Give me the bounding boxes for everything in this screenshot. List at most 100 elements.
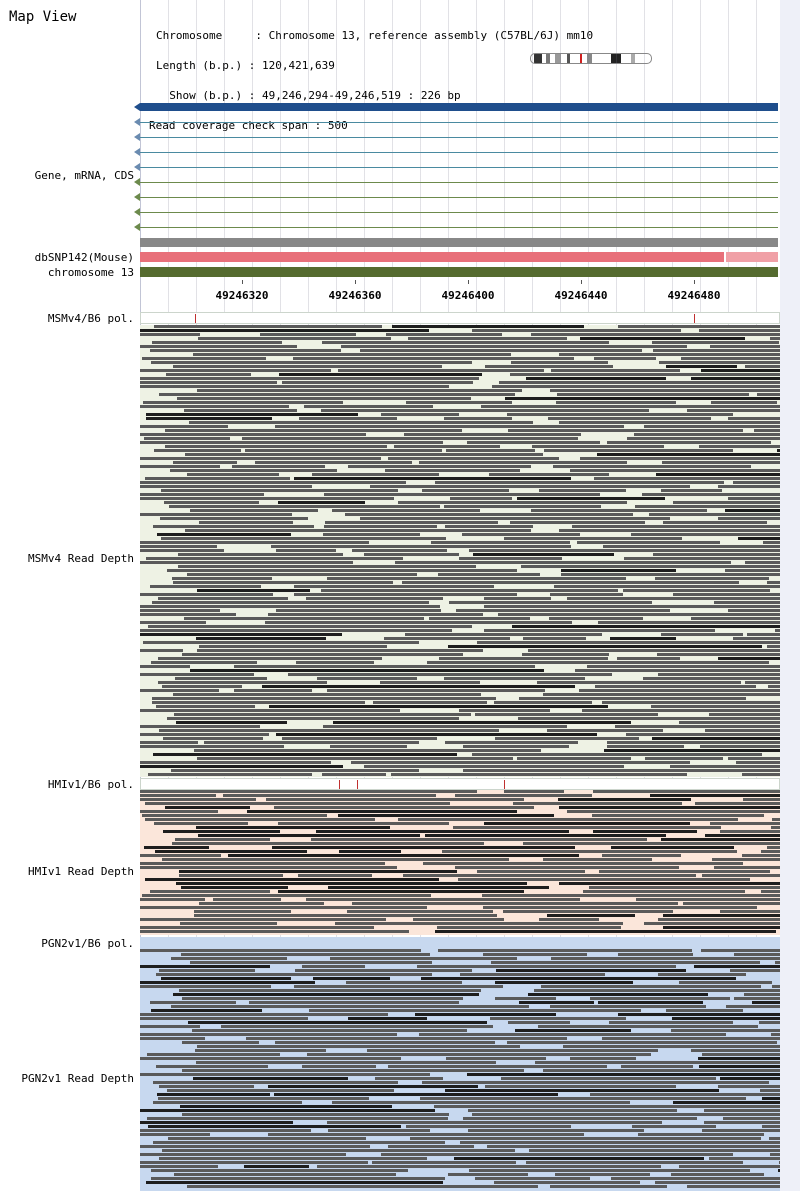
sequence-read[interactable] (679, 721, 780, 724)
sequence-read[interactable] (771, 826, 780, 829)
sequence-read[interactable] (683, 902, 780, 905)
sequence-read[interactable] (467, 441, 600, 444)
sequence-read[interactable] (347, 910, 493, 913)
sequence-read[interactable] (268, 1085, 478, 1088)
sequence-read[interactable] (770, 337, 780, 340)
sequence-read[interactable] (148, 773, 312, 776)
sequence-read[interactable] (177, 397, 471, 400)
sequence-read[interactable] (360, 517, 670, 520)
sequence-read[interactable] (158, 657, 382, 660)
sequence-read[interactable] (306, 597, 443, 600)
sequence-read[interactable] (391, 773, 687, 776)
sequence-read[interactable] (435, 481, 724, 484)
sequence-read[interactable] (472, 1113, 780, 1116)
sequence-read[interactable] (644, 425, 780, 428)
sequence-read[interactable] (556, 401, 676, 404)
hmi-read-depth-panel[interactable] (140, 790, 780, 935)
sequence-read[interactable] (539, 489, 626, 492)
sequence-read[interactable] (632, 1125, 716, 1128)
sequence-read[interactable] (496, 969, 686, 972)
sequence-read[interactable] (687, 409, 780, 412)
sequence-read[interactable] (580, 337, 745, 340)
sequence-read[interactable] (550, 1185, 667, 1188)
sequence-read[interactable] (159, 393, 515, 396)
sequence-read[interactable] (541, 985, 761, 988)
sequence-read[interactable] (463, 1117, 697, 1120)
sequence-read[interactable] (321, 589, 618, 592)
sequence-read[interactable] (194, 910, 291, 913)
sequence-read[interactable] (140, 425, 228, 428)
sequence-read[interactable] (140, 513, 292, 516)
sequence-read[interactable] (720, 830, 780, 833)
sequence-read[interactable] (594, 357, 656, 360)
sequence-read[interactable] (752, 1001, 780, 1004)
sequence-read[interactable] (188, 1021, 487, 1024)
sequence-read[interactable] (140, 898, 205, 901)
sequence-read[interactable] (269, 705, 608, 708)
sequence-read[interactable] (434, 1105, 780, 1108)
sequence-read[interactable] (140, 609, 220, 612)
chromosome-ideogram[interactable] (530, 53, 652, 64)
sequence-read[interactable] (266, 798, 524, 801)
sequence-read[interactable] (604, 749, 780, 752)
sequence-read[interactable] (173, 993, 479, 996)
sequence-read[interactable] (140, 1153, 346, 1156)
sequence-read[interactable] (777, 449, 780, 452)
sequence-read[interactable] (140, 545, 217, 548)
sequence-read[interactable] (551, 957, 780, 960)
sequence-read[interactable] (338, 369, 544, 372)
sequence-read[interactable] (459, 557, 562, 560)
sequence-read[interactable] (151, 1009, 262, 1012)
sequence-read[interactable] (744, 993, 780, 996)
sequence-read[interactable] (140, 405, 289, 408)
sequence-read[interactable] (352, 549, 447, 552)
sequence-read[interactable] (663, 521, 767, 524)
sequence-read[interactable] (142, 357, 266, 360)
sequence-read[interactable] (580, 457, 780, 460)
sequence-read[interactable] (381, 413, 459, 416)
sequence-read[interactable] (587, 665, 780, 668)
sequence-read[interactable] (179, 989, 481, 992)
sequence-read[interactable] (148, 625, 472, 628)
sequence-read[interactable] (419, 1033, 726, 1036)
chromosome-band-bar[interactable] (140, 267, 778, 277)
sequence-read[interactable] (195, 1049, 326, 1052)
sequence-read[interactable] (165, 806, 250, 809)
sequence-read[interactable] (185, 453, 543, 456)
sequence-read[interactable] (171, 769, 419, 772)
sequence-read[interactable] (718, 517, 780, 520)
sequence-read[interactable] (767, 645, 780, 648)
sequence-read[interactable] (156, 705, 255, 708)
sequence-read[interactable] (718, 657, 780, 660)
sequence-read[interactable] (278, 501, 365, 504)
sequence-read[interactable] (140, 949, 421, 952)
sequence-read[interactable] (583, 890, 745, 893)
sequence-read[interactable] (649, 513, 780, 516)
sequence-read[interactable] (322, 341, 609, 344)
sequence-read[interactable] (140, 1121, 293, 1124)
sequence-read[interactable] (444, 417, 512, 420)
sequence-read[interactable] (151, 361, 472, 364)
sequence-read[interactable] (607, 741, 780, 744)
sequence-read[interactable] (170, 469, 337, 472)
sequence-read[interactable] (450, 497, 512, 500)
sequence-read[interactable] (672, 1017, 780, 1020)
sequence-read[interactable] (165, 429, 462, 432)
sequence-read[interactable] (335, 922, 623, 925)
sequence-read[interactable] (511, 361, 608, 364)
sequence-read[interactable] (146, 413, 358, 416)
sequence-read[interactable] (140, 541, 369, 544)
sequence-read[interactable] (728, 609, 780, 612)
sequence-read[interactable] (503, 910, 673, 913)
sequence-read[interactable] (759, 1021, 780, 1024)
sequence-read[interactable] (299, 417, 397, 420)
sequence-read[interactable] (140, 1017, 308, 1020)
sequence-read[interactable] (445, 741, 578, 744)
sequence-read[interactable] (736, 761, 780, 764)
sequence-read[interactable] (306, 898, 580, 901)
sequence-read[interactable] (589, 886, 780, 889)
sequence-read[interactable] (140, 665, 190, 668)
sequence-read[interactable] (159, 1085, 254, 1088)
sequence-read[interactable] (156, 1065, 268, 1068)
sequence-read[interactable] (631, 533, 780, 536)
